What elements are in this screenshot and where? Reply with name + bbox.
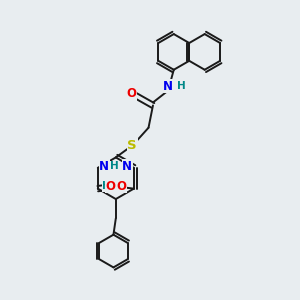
Text: N: N (163, 80, 173, 93)
Text: N: N (122, 160, 132, 173)
Text: H: H (177, 81, 186, 91)
Text: O: O (117, 180, 127, 193)
Text: H: H (102, 181, 111, 191)
Text: O: O (105, 180, 115, 193)
Text: H: H (110, 161, 118, 171)
Text: O: O (126, 87, 136, 100)
Text: N: N (99, 160, 109, 173)
Text: S: S (128, 139, 137, 152)
